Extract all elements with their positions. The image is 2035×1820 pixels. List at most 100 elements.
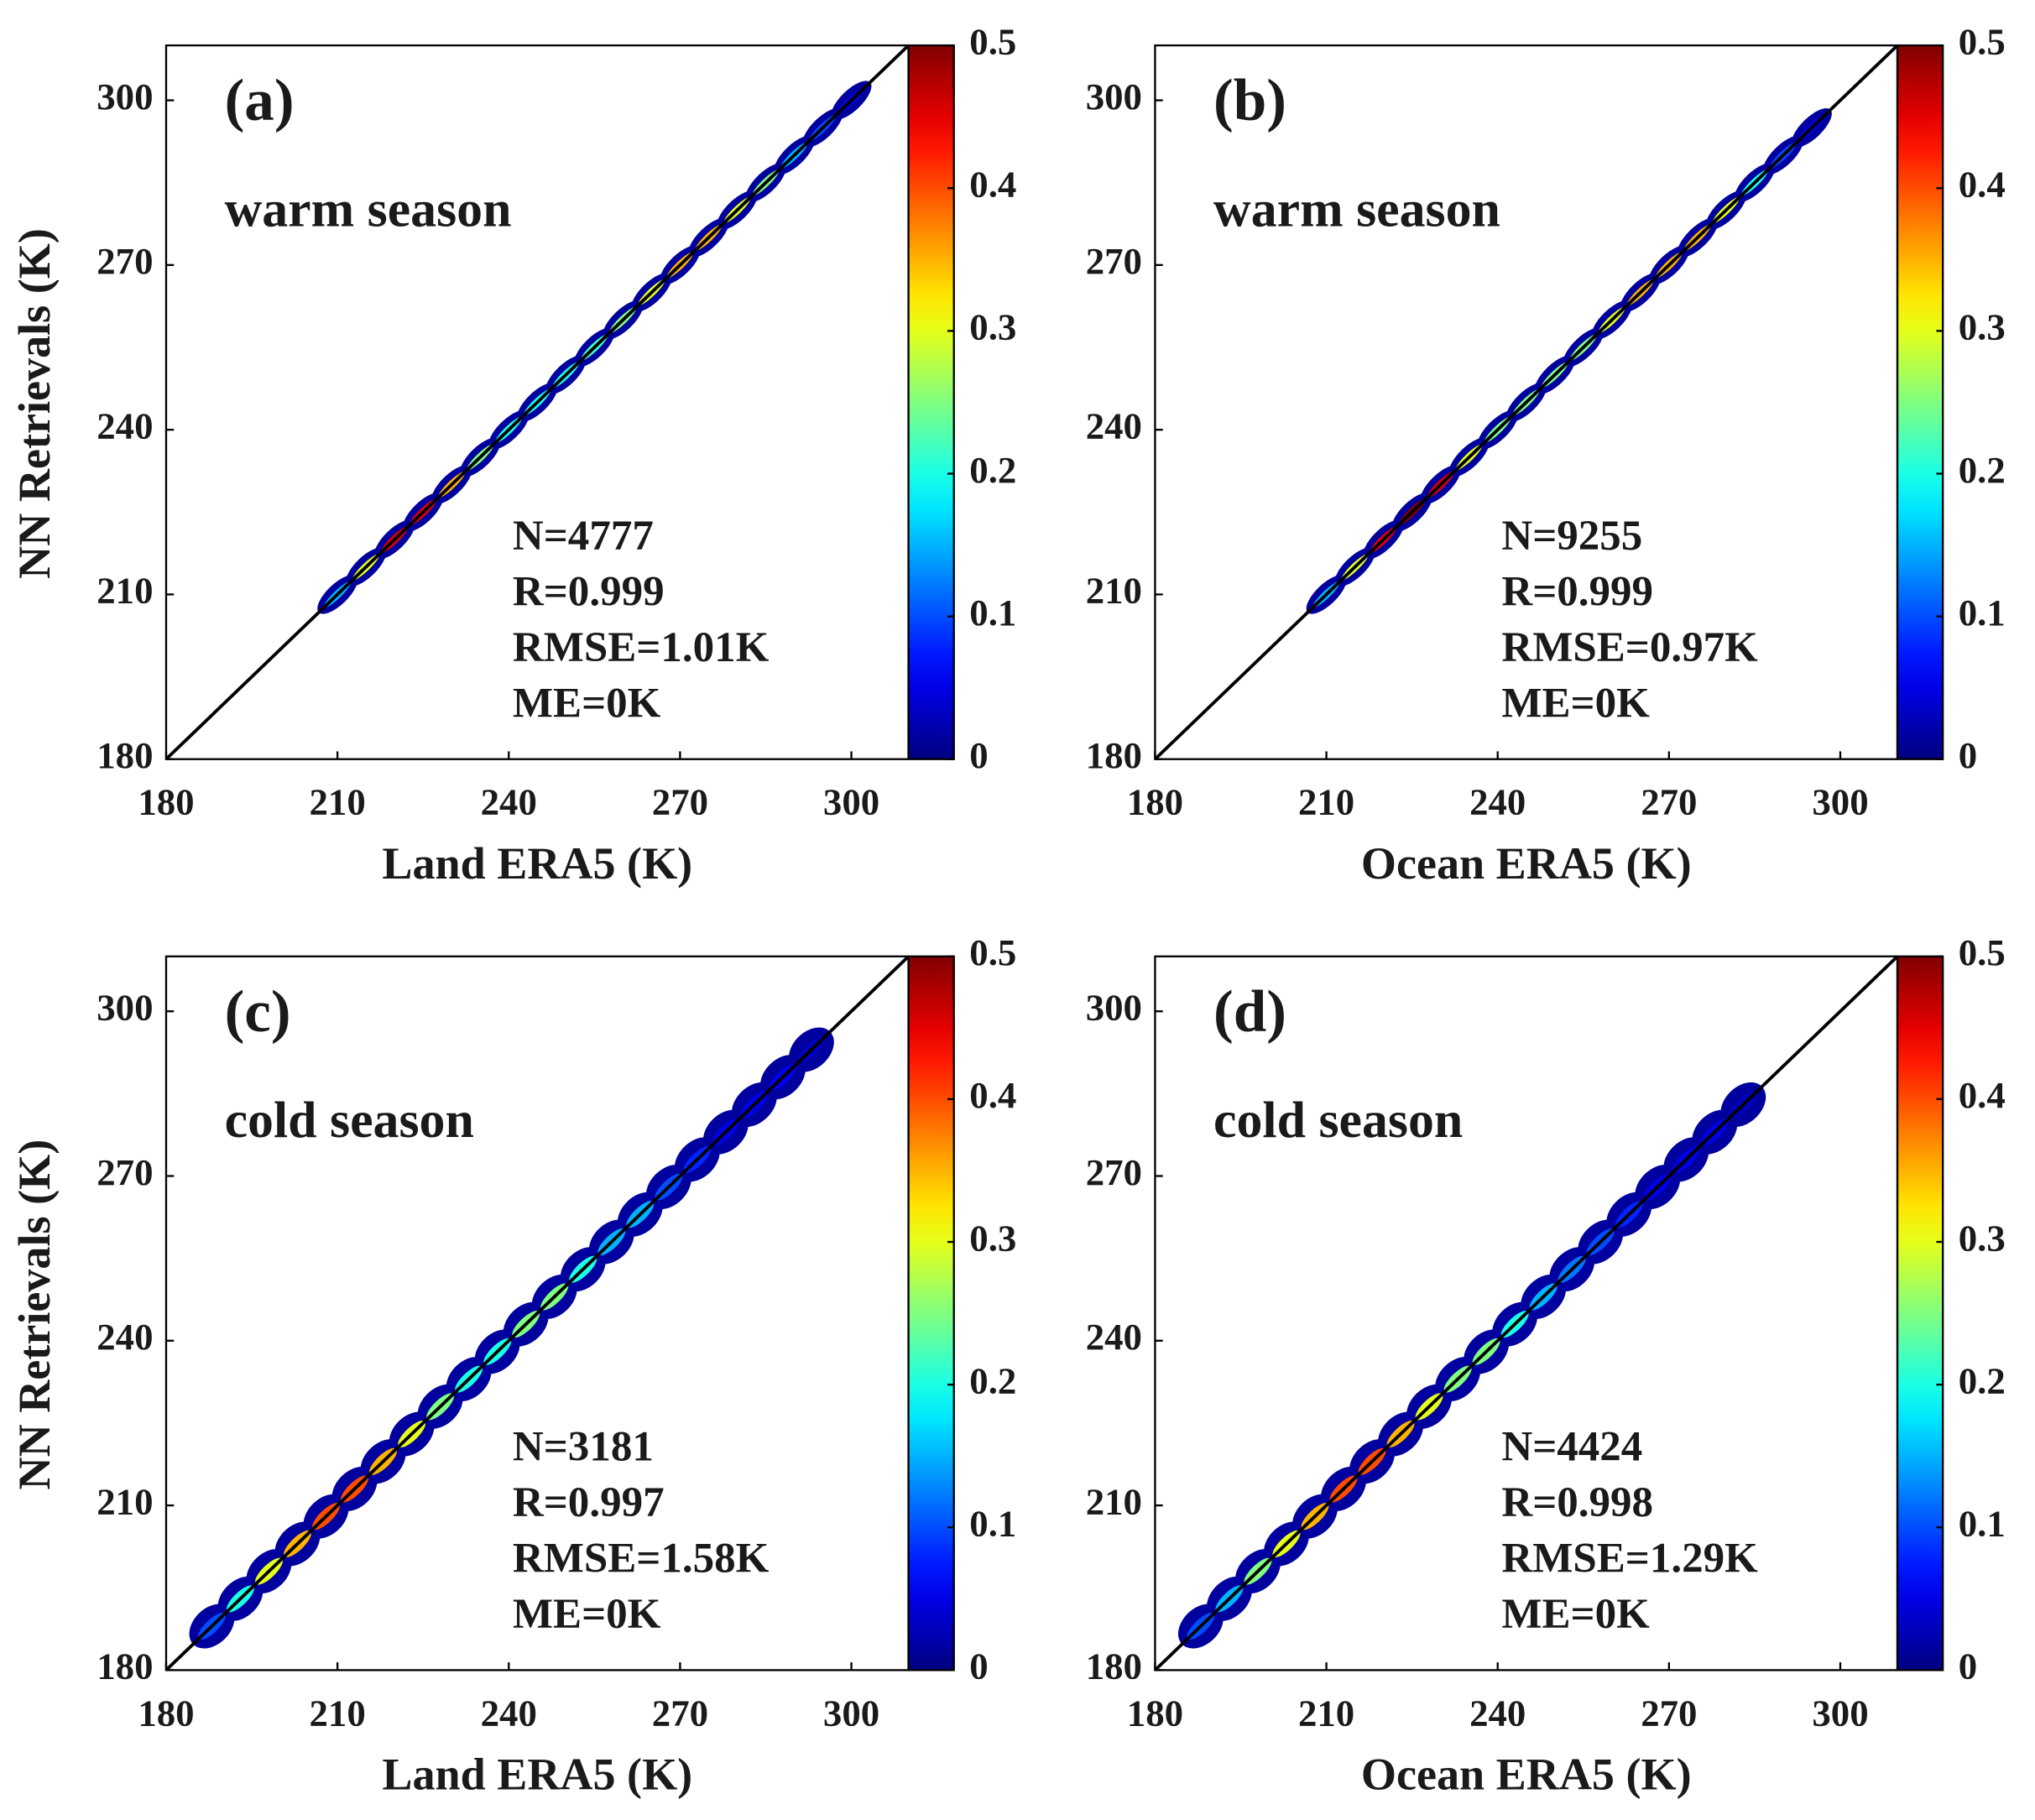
- x-axis-label: Ocean ERA5 (K): [1361, 1750, 1692, 1800]
- stat-text: N=4424: [1501, 1424, 1642, 1471]
- stat-text: R=0.999: [513, 569, 665, 616]
- plot-area: [1155, 956, 1898, 1671]
- colorbar-tick-label: 0.5: [1959, 931, 2006, 973]
- colorbar-tick-label: 0.1: [969, 1503, 1016, 1545]
- colorbar-tick-label: 0: [1959, 1645, 1977, 1687]
- y-tick-label: 300: [1086, 987, 1142, 1029]
- y-tick-label: 300: [97, 76, 153, 117]
- colorbar-tick-label: 0.3: [969, 306, 1016, 348]
- y-tick-label: 180: [97, 734, 153, 776]
- y-tick-label: 180: [97, 1645, 153, 1687]
- season-label: cold season: [225, 1092, 474, 1149]
- stat-text: RMSE=1.01K: [513, 624, 770, 671]
- x-axis-label: Land ERA5 (K): [382, 1750, 692, 1800]
- colorbar-tick-label: 0: [1959, 734, 1977, 776]
- x-tick-label: 180: [138, 781, 194, 823]
- identity-line: [1155, 956, 1898, 1671]
- colorbar: [907, 955, 955, 1671]
- x-tick-label: 270: [652, 781, 708, 823]
- y-tick-label: 240: [97, 1316, 153, 1358]
- colorbar-tick-label: 0.2: [1959, 1359, 2006, 1401]
- stat-text: ME=0K: [1501, 681, 1650, 727]
- x-tick-label: 180: [1127, 1692, 1183, 1734]
- panel-label: (b): [1213, 68, 1286, 133]
- y-tick-label: 240: [97, 404, 153, 446]
- season-label: warm season: [1213, 180, 1500, 237]
- x-tick-label: 240: [481, 1692, 537, 1734]
- stat-text: RMSE=1.29K: [1501, 1536, 1758, 1583]
- colorbar: [907, 44, 955, 760]
- x-tick-label: 240: [1469, 1692, 1526, 1734]
- x-tick-label: 240: [481, 781, 537, 823]
- plot-area: [1155, 45, 1898, 759]
- x-tick-label: 300: [1812, 1692, 1868, 1734]
- x-tick-label: 180: [138, 1692, 194, 1734]
- colorbar-tick-label: 0.1: [1959, 592, 2006, 634]
- stat-text: R=0.997: [513, 1479, 665, 1526]
- y-tick-label: 240: [1086, 404, 1142, 446]
- x-tick-label: 210: [309, 781, 365, 823]
- colorbar-tick-label: 0.2: [1959, 449, 2006, 491]
- x-tick-label: 300: [823, 781, 879, 823]
- y-tick-label: 300: [1086, 76, 1142, 117]
- panel-label: (c): [225, 979, 291, 1045]
- stat-text: R=0.998: [1501, 1479, 1653, 1526]
- y-tick-label: 270: [1086, 240, 1142, 282]
- y-tick-label: 210: [1086, 1480, 1142, 1522]
- panel-label: (d): [1213, 979, 1286, 1045]
- y-tick-label: 300: [97, 987, 153, 1029]
- y-tick-label: 240: [1086, 1316, 1142, 1358]
- y-tick-label: 210: [97, 1480, 153, 1522]
- colorbar-tick-label: 0.1: [969, 592, 1016, 634]
- identity-line: [165, 45, 909, 759]
- colorbar: [1896, 955, 1944, 1671]
- y-tick-label: 270: [1086, 1151, 1142, 1193]
- colorbar-tick-label: 0.3: [1959, 1217, 2006, 1259]
- colorbar-tick-label: 0.3: [969, 1217, 1016, 1259]
- colorbar-tick-label: 0.5: [1959, 20, 2006, 62]
- season-label: cold season: [1213, 1092, 1463, 1149]
- colorbar-tick-label: 0.4: [969, 1074, 1016, 1116]
- identity-line: [165, 956, 909, 1671]
- identity-line: [1155, 45, 1898, 759]
- panel-label: (a): [225, 68, 295, 133]
- y-tick-label: 270: [97, 1151, 153, 1193]
- y-axis-label: NN Retrievals (K): [9, 1139, 60, 1490]
- colorbar-tick-label: 0.4: [1959, 1074, 2006, 1116]
- colorbar-tick-label: 0.2: [969, 1359, 1016, 1401]
- stat-text: ME=0K: [1501, 1591, 1650, 1638]
- x-axis-label: Ocean ERA5 (K): [1361, 838, 1692, 889]
- x-tick-label: 300: [823, 1692, 879, 1734]
- x-tick-label: 300: [1812, 781, 1868, 823]
- y-axis-label: NN Retrievals (K): [9, 228, 60, 579]
- colorbar-tick-label: 0: [969, 734, 988, 776]
- y-tick-label: 210: [97, 570, 153, 612]
- colorbar: [1896, 44, 1944, 760]
- colorbar-tick-label: 0.5: [969, 931, 1016, 973]
- season-label: warm season: [225, 180, 512, 237]
- y-tick-label: 210: [1086, 570, 1142, 612]
- colorbar-tick-label: 0.2: [969, 449, 1016, 491]
- stat-text: ME=0K: [513, 681, 661, 727]
- y-tick-label: 180: [1086, 1645, 1142, 1687]
- colorbar-tick-label: 0.3: [1959, 306, 2006, 348]
- x-tick-label: 270: [1641, 781, 1697, 823]
- y-tick-label: 180: [1086, 734, 1142, 776]
- x-tick-label: 270: [1641, 1692, 1697, 1734]
- x-tick-label: 180: [1127, 781, 1183, 823]
- x-tick-label: 210: [1298, 1692, 1354, 1734]
- plot-area: [165, 45, 909, 759]
- stat-text: N=3181: [513, 1424, 654, 1471]
- colorbar-tick-label: 0.4: [969, 164, 1016, 206]
- y-tick-label: 270: [97, 240, 153, 282]
- colorbar-tick-label: 0.1: [1959, 1503, 2006, 1545]
- colorbar-tick-label: 0.4: [1959, 164, 2006, 206]
- colorbar-tick-label: 0.5: [969, 20, 1016, 62]
- stat-text: R=0.999: [1501, 569, 1653, 616]
- stat-text: ME=0K: [513, 1591, 661, 1638]
- stat-text: RMSE=0.97K: [1501, 624, 1758, 671]
- x-tick-label: 210: [1298, 781, 1354, 823]
- colorbar-tick-label: 0: [969, 1645, 988, 1687]
- plot-area: [165, 956, 909, 1671]
